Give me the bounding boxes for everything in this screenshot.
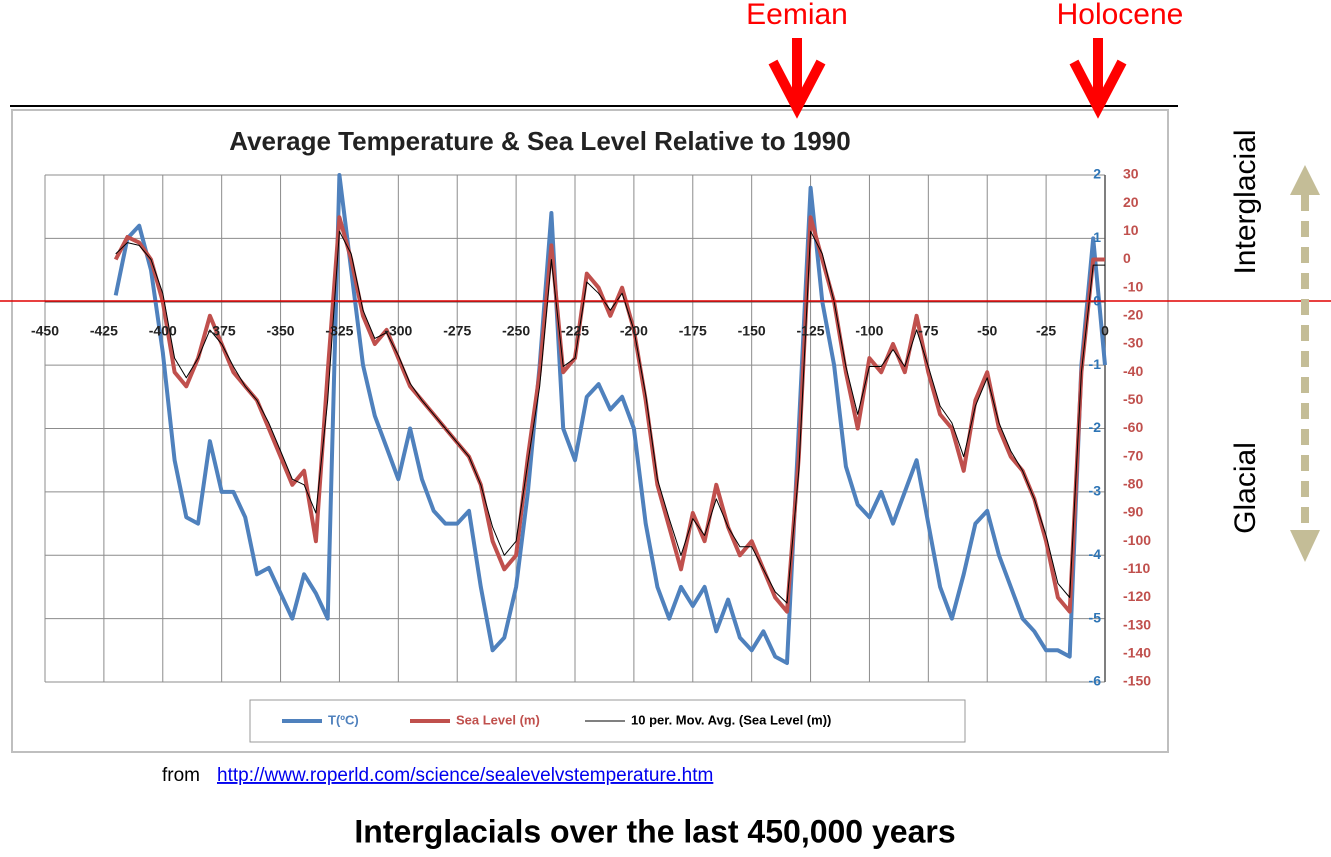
caption: Interglacials over the last 450,000 year… <box>354 813 955 849</box>
y2-tick-label: -80 <box>1123 476 1143 492</box>
chart-title: Average Temperature & Sea Level Relative… <box>229 126 850 156</box>
y2-tick-label: -20 <box>1123 307 1143 323</box>
y2-tick-label: -50 <box>1123 391 1143 407</box>
x-tick-label: -50 <box>977 322 997 338</box>
y2-tick-label: -110 <box>1123 560 1150 576</box>
arrow-head <box>1069 59 1127 119</box>
legend-label: Sea Level (m) <box>456 712 540 727</box>
era-label: Eemian <box>746 0 848 31</box>
series-line <box>113 215 1105 614</box>
legend-label: 10 per. Mov. Avg. (Sea Level (m)) <box>631 712 831 727</box>
y-tick-label: -5 <box>1089 609 1102 625</box>
source-prefix: from <box>162 765 200 786</box>
y2-tick-label: -70 <box>1123 447 1143 463</box>
y2-tick-label: -140 <box>1123 645 1151 661</box>
x-tick-label: -325 <box>325 322 353 338</box>
y-tick-label: -1 <box>1089 356 1102 372</box>
era-label: Holocene <box>1057 0 1184 31</box>
x-tick-label: -75 <box>918 322 938 338</box>
y2-tick-label: 30 <box>1123 166 1139 182</box>
x-tick-label: -100 <box>855 322 883 338</box>
x-tick-label: -350 <box>267 322 295 338</box>
x-tick-label: -150 <box>738 322 766 338</box>
y2-tick-label: -130 <box>1123 616 1151 632</box>
source-url[interactable]: http://www.roperld.com/science/sealevelv… <box>217 765 713 786</box>
y2-tick-label: -30 <box>1123 335 1143 351</box>
era-arrows <box>768 38 1127 119</box>
series-line <box>113 173 1107 665</box>
x-tick-label: -25 <box>1036 322 1056 338</box>
legend-box <box>249 699 966 743</box>
y2-tick-label: -60 <box>1123 419 1143 435</box>
y2-tick-label: -90 <box>1123 504 1143 520</box>
x-tick-label: -300 <box>384 322 412 338</box>
y-tick-label: -2 <box>1089 419 1102 435</box>
arrow-head <box>768 59 826 119</box>
y2-tick-label: 0 <box>1123 250 1131 266</box>
y2-tick-label: -150 <box>1123 673 1151 689</box>
y2-tick-label: -10 <box>1123 278 1143 294</box>
side-label: Interglacial <box>1229 129 1262 274</box>
x-tick-label: -250 <box>502 322 530 338</box>
y2-tick-label: 10 <box>1123 222 1139 238</box>
plot: -450 -425 -400 -375 -350 -325 -300 -275 -250 -225… <box>31 166 1151 689</box>
arrow-head <box>1290 165 1320 195</box>
arrow-head <box>1290 530 1320 562</box>
chart-frame <box>11 109 1169 753</box>
series-line <box>115 230 1105 604</box>
x-tick-label: -275 <box>443 322 471 338</box>
dashed-double-arrow <box>1290 165 1320 562</box>
y2-tick-label: -100 <box>1123 532 1151 548</box>
y-tick-label: -3 <box>1089 483 1102 499</box>
side-label: Glacial <box>1229 442 1262 534</box>
legend: T(ºC) Sea Level (m) 10 per. Mov. Avg. (Sea… <box>282 712 831 727</box>
y-tick-label: 1 <box>1093 229 1101 245</box>
x-tick-label: -400 <box>149 322 177 338</box>
y-tick-label: -6 <box>1089 673 1102 689</box>
x-tick-label: -225 <box>561 322 589 338</box>
x-tick-label: -375 <box>208 322 236 338</box>
y2-tick-label: 20 <box>1123 194 1139 210</box>
y-tick-label: 2 <box>1093 166 1101 182</box>
legend-label: T(ºC) <box>328 712 359 727</box>
source-link[interactable]: http://www.roperld.com/science/sealevelv… <box>217 765 713 786</box>
x-tick-label: -450 <box>31 322 59 338</box>
x-tick-label: -425 <box>90 322 118 338</box>
x-tick-label: 0 <box>1101 322 1109 338</box>
y2-tick-label: -120 <box>1123 588 1151 604</box>
y-tick-label: -4 <box>1089 546 1102 562</box>
x-tick-label: -200 <box>620 322 648 338</box>
x-tick-label: -125 <box>797 322 825 338</box>
x-tick-label: -175 <box>679 322 707 338</box>
y2-tick-label: -40 <box>1123 363 1143 379</box>
